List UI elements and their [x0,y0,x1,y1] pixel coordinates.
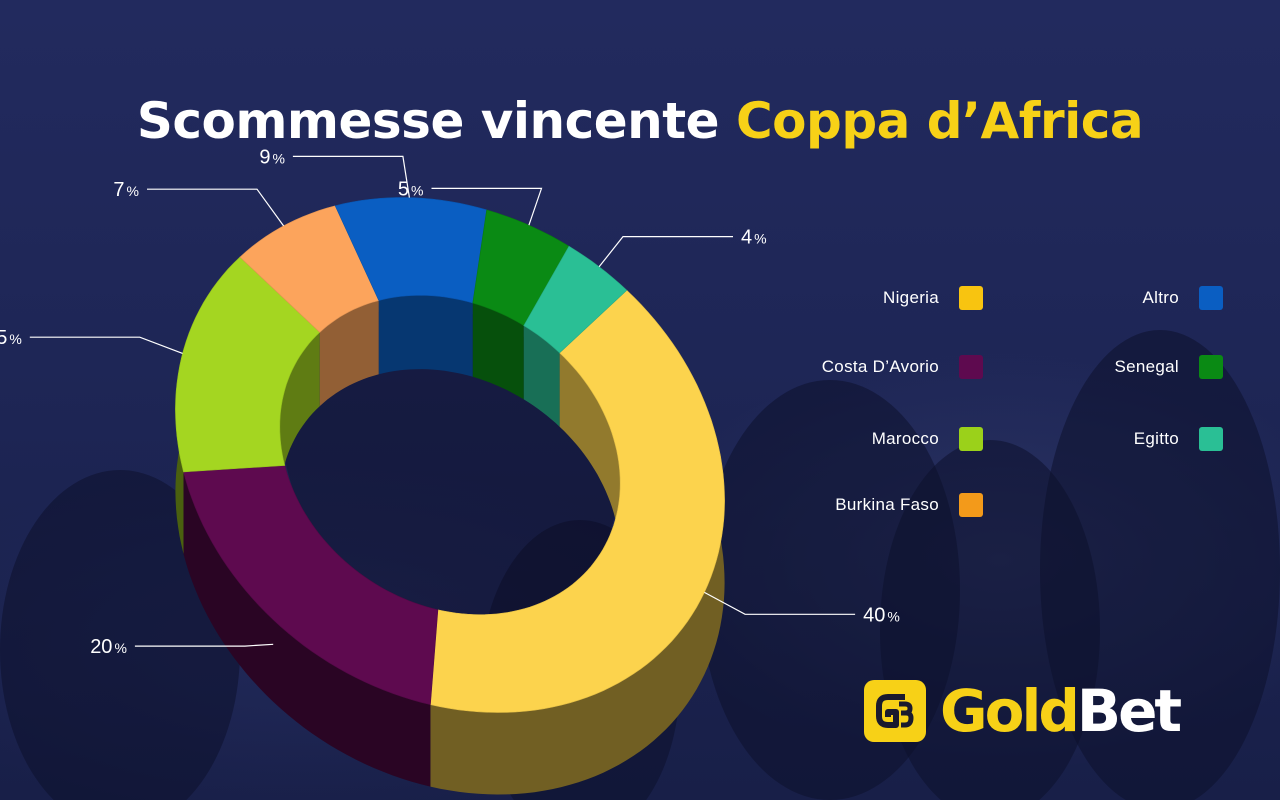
leader-line-Nigeria [704,591,856,615]
goldbet-wordmark: GoldBet [940,677,1182,745]
slice-side-Costa D’Avorio [183,471,431,787]
slice-Egitto [523,245,628,354]
goldbet-monogram-icon [876,694,914,728]
legend-label: Senegal [1114,357,1179,376]
legend-item-Nigeria: Nigeria [883,286,983,310]
logo-word-bet: Bet [1076,677,1182,745]
slice-inner-wall-Senegal [472,303,524,400]
legend-item-Senegal: Senegal [1114,355,1223,379]
leader-line-Marocco [29,336,183,354]
slice-inner-wall-Altro [378,295,473,377]
slice-inner-wall-Egitto [523,325,560,427]
background-crowd-shape [1040,330,1280,800]
legend-label: Burkina Faso [835,495,939,514]
legend-label: Egitto [1133,429,1179,448]
legend-item-Costa D’Avorio: Costa D’Avorio [822,355,983,379]
legend-item-Altro: Altro [1143,286,1223,310]
logo-word-gold: Gold [940,677,1080,745]
leader-line-Altro [292,155,410,198]
legend-swatch [959,427,983,451]
value-label-Senegal: 5% [398,178,424,200]
value-label-Costa D’Avorio: 20% [90,636,127,658]
legend-swatch [1199,355,1223,379]
value-label-Egitto: 4% [741,227,767,249]
legend-label: Marocco [871,429,939,448]
goldbet-logo: GoldBet [864,677,1182,745]
title-accent: Coppa d’Africa [735,91,1144,150]
legend-label: Nigeria [883,288,939,307]
legend-swatch [959,355,983,379]
slice-inner-wall-Marocco [279,332,320,540]
legend-label: Costa D’Avorio [821,357,939,376]
slice-inner-wall-Burkina Faso [319,300,379,407]
slices-layer [175,197,725,795]
leader-line-Senegal [431,187,543,226]
legend-swatch [959,286,983,310]
legend-swatch [1199,286,1223,310]
value-label-Altro: 9% [259,146,285,168]
leader-line-Egitto [598,236,733,268]
legend-item-Marocco: Marocco [872,427,983,451]
legend-item-Burkina Faso: Burkina Faso [835,493,983,517]
legend-swatch [959,493,983,517]
goldbet-logo-mark-icon [864,680,926,742]
chart-title: Scommesse vincente Coppa d’Africa [0,92,1280,150]
legend-label: Altro [1142,288,1179,307]
slice-side-Nigeria [430,290,725,795]
leader-line-Burkina Faso [147,188,285,227]
value-label-Marocco: 15% [0,327,22,349]
value-label-Nigeria: 40% [863,604,900,626]
value-label-Burkina Faso: 7% [113,179,139,201]
legend-item-Egitto: Egitto [1134,427,1223,451]
title-main: Scommesse vincente [136,91,720,150]
leaders-layer: 40% 20% 15% 7% 9% 5% 4% [0,146,900,658]
legend-swatch [1199,427,1223,451]
leader-line-Costa D’Avorio [134,643,274,647]
